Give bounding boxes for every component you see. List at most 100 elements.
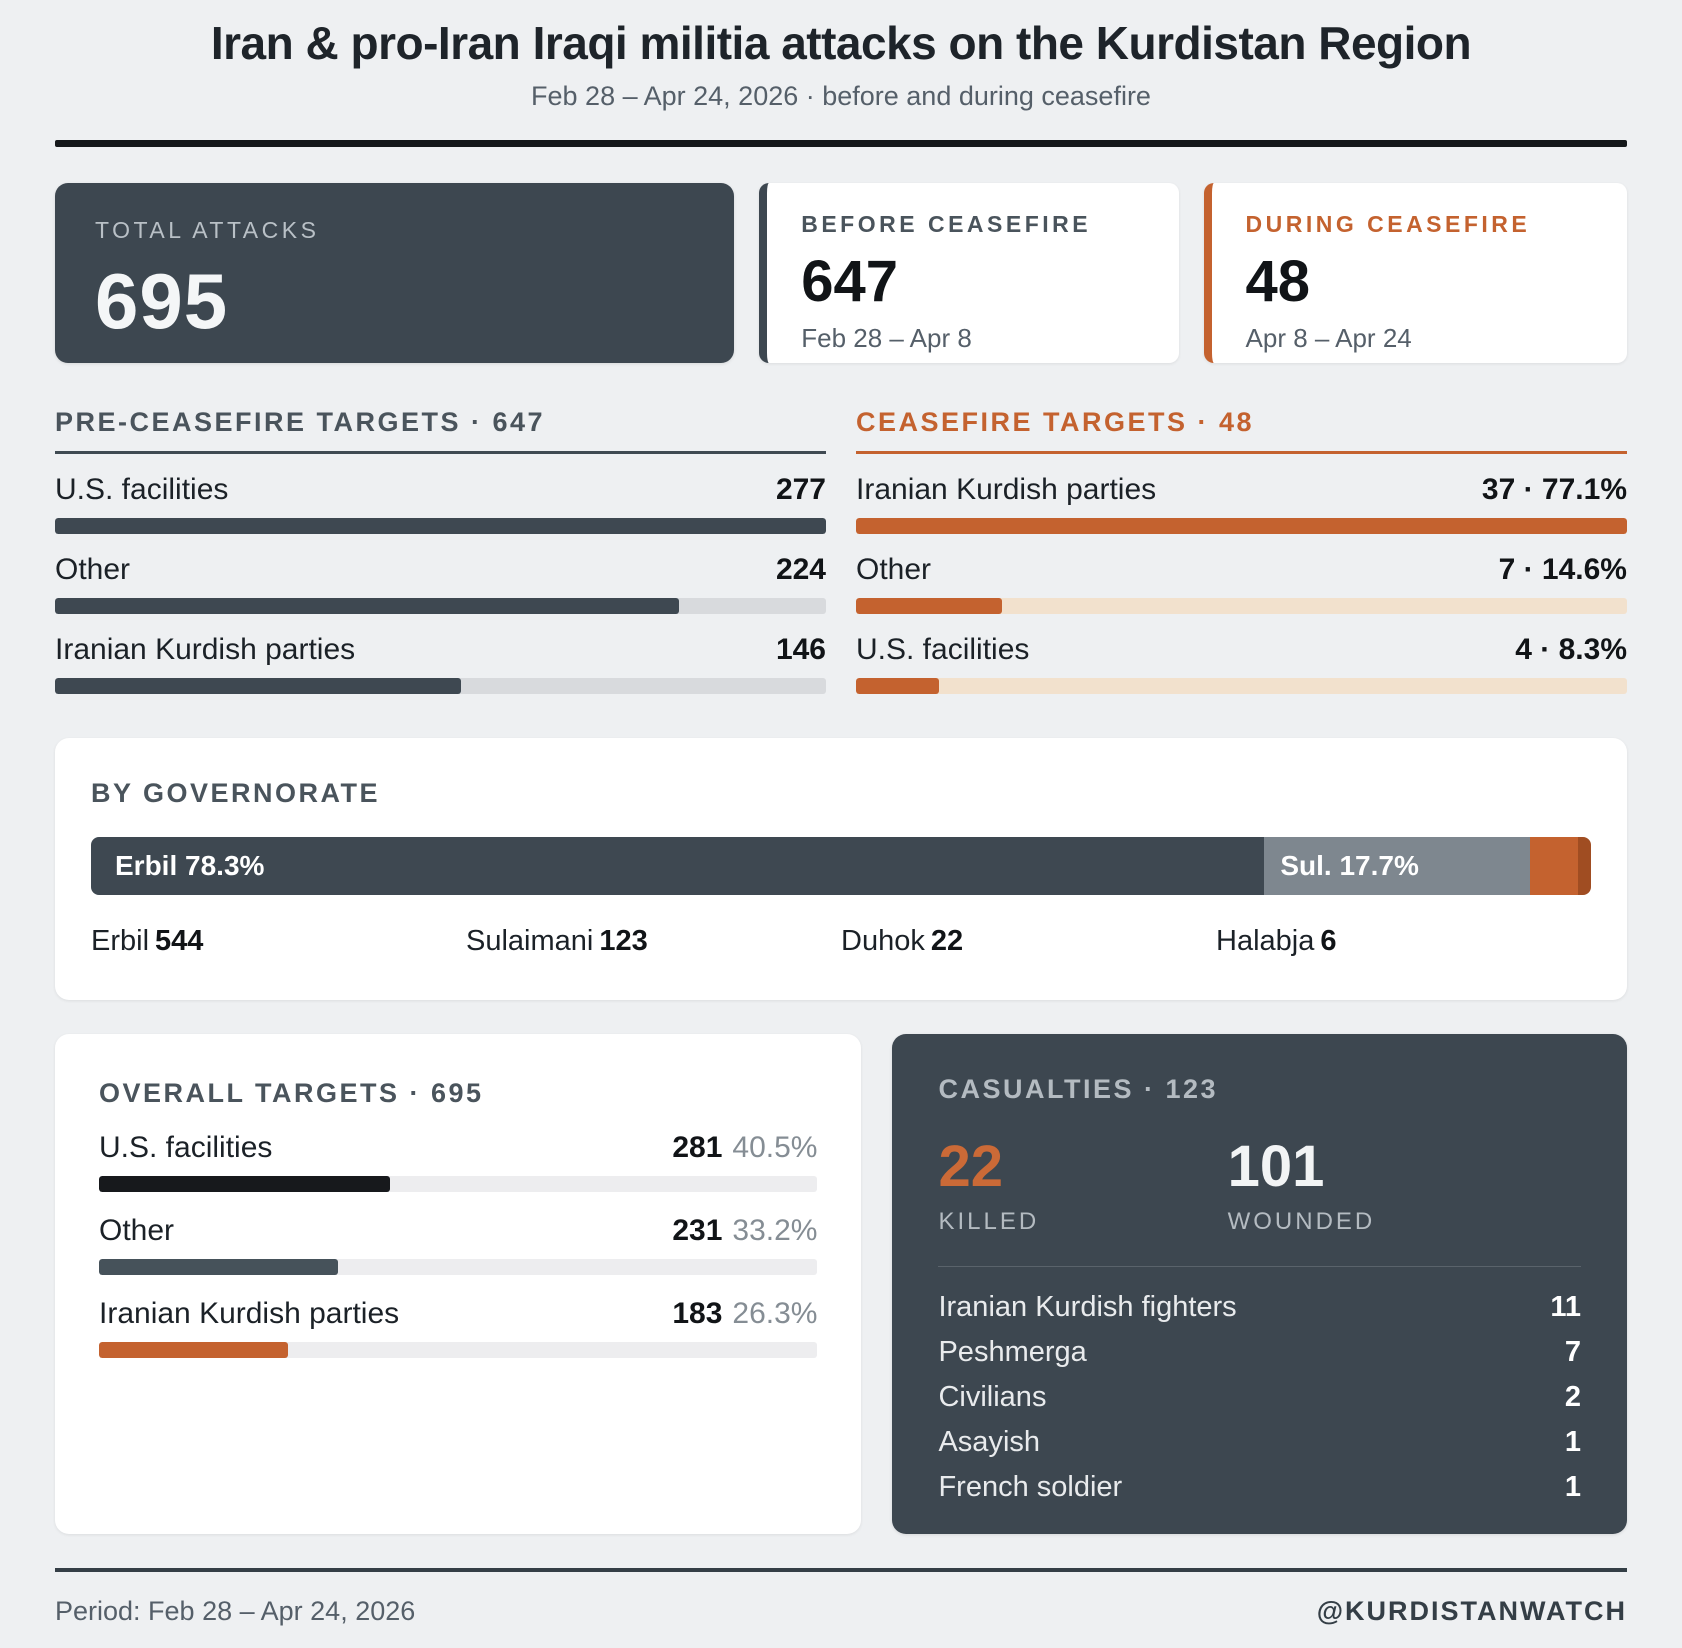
legend-name: Halabja [1216,925,1315,958]
casualties-heading: CASUALTIES · 123 [938,1074,1219,1105]
stats-row: TOTAL ATTACKS 695 BEFORE CEASEFIRE 647 F… [55,183,1627,364]
segment-label-sulaimani: Sul. 17.7% [1280,850,1419,882]
page-title: Iran & pro-Iran Iraqi militia attacks on… [210,17,1472,69]
bar-fill [99,1342,288,1359]
casualty-value: 7 [1564,1336,1581,1369]
target-percent: 33.2% [732,1214,818,1248]
ceasefire-targets-heading: CEASEFIRE TARGETS · 48 [856,407,1255,438]
bar-track [99,1176,818,1193]
bottom-section: OVERALL TARGETS · 695 U.S. facilities 28… [55,1034,1627,1535]
target-label: Iranian Kurdish parties [55,633,356,667]
wounded-label: WOUNDED [1227,1208,1376,1236]
overall-targets-heading: OVERALL TARGETS · 695 [99,1078,484,1109]
by-governorate-card: BY GOVERNORATE Erbil 78.3% Sul. 17.7% Er… [55,738,1627,1001]
casualty-row-french-soldier: French soldier 1 [938,1471,1581,1504]
target-value: 231 [672,1214,723,1248]
casualties-summary: 22 KILLED 101 WOUNDED [938,1133,1581,1236]
target-label: Other [99,1214,175,1248]
bar-fill [55,518,826,535]
bar-track [55,598,826,615]
legend-value: 544 [155,925,204,958]
by-governorate-heading: BY GOVERNORATE [91,778,381,809]
top-divider [55,140,1627,148]
total-attacks-value: 695 [95,257,229,346]
ceasefire-heading-rule [856,451,1627,455]
casualty-row-civilians: Civilians 2 [938,1381,1581,1414]
before-ceasefire-card: BEFORE CEASEFIRE 647 Feb 28 – Apr 8 [759,183,1179,364]
ceasefire-targets-column: CEASEFIRE TARGETS · 48 Iranian Kurdish p… [856,407,1627,695]
footer-credit: @KURDISTANWATCH [1316,1596,1627,1627]
segment-label-erbil: Erbil 78.3% [115,850,265,882]
target-row-other: Other 224 [55,553,826,615]
target-row-us-facilities: U.S. facilities 277 [55,473,826,535]
target-label: U.S. facilities [99,1131,273,1165]
overall-row-iranian-kurdish-parties: Iranian Kurdish parties 183 26.3% [99,1297,818,1359]
target-value: 224 [775,553,826,587]
legend-name: Sulaimani [466,925,594,958]
target-label: Iranian Kurdish parties [856,473,1157,507]
wounded-block: 101 WOUNDED [1228,1133,1581,1236]
target-value: 183 [672,1297,723,1331]
bar-fill [856,678,940,695]
bar-fill [99,1259,338,1276]
total-attacks-card: TOTAL ATTACKS 695 [55,183,735,364]
bar-track [99,1259,818,1276]
bar-track [55,518,826,535]
target-label: Other [55,553,131,587]
header: Iran & pro-Iran Iraqi militia attacks on… [55,16,1627,112]
bar-fill [856,598,1002,615]
target-row-iranian-kurdish-parties: Iranian Kurdish parties 146 [55,633,826,695]
bar-track [856,518,1627,535]
bar-fill [55,598,679,615]
target-value: 7 · 14.6% [1498,553,1627,587]
target-percent: 26.3% [732,1297,818,1331]
bar-track [55,678,826,695]
legend-value: 123 [599,925,648,958]
killed-label: KILLED [938,1208,1040,1236]
bar-fill [55,678,462,695]
target-value: 4 · 8.3% [1515,633,1627,667]
total-attacks-label: TOTAL ATTACKS [95,217,320,244]
killed-value: 22 [938,1134,1003,1200]
target-label: Iranian Kurdish parties [99,1297,400,1331]
bar-track [99,1342,818,1359]
casualty-value: 11 [1550,1291,1581,1324]
bar-track [856,598,1627,615]
target-value: 277 [775,473,826,507]
during-ceasefire-label: DURING CEASEFIRE [1245,211,1531,238]
target-label: U.S. facilities [55,473,229,507]
legend-item-sulaimani: Sulaimani 123 [466,925,841,958]
footer: Period: Feb 28 – Apr 24, 2026 @KURDISTAN… [55,1568,1627,1627]
bar-fill [856,518,1627,535]
legend-name: Erbil [91,925,150,958]
page-subtitle: Feb 28 – Apr 24, 2026 · before and durin… [531,81,1151,112]
bar-track [856,678,1627,695]
overall-row-other: Other 231 33.2% [99,1214,818,1276]
target-row-other: Other 7 · 14.6% [856,553,1627,615]
legend-name: Duhok [841,925,925,958]
pre-ceasefire-targets-heading: PRE-CEASEFIRE TARGETS · 647 [55,407,546,438]
overall-row-us-facilities: U.S. facilities 281 40.5% [99,1131,818,1193]
casualty-label: Peshmerga [938,1336,1087,1369]
during-ceasefire-value: 48 [1245,249,1311,315]
target-value: 37 · 77.1% [1481,473,1627,507]
legend-item-halabja: Halabja 6 [1216,925,1591,958]
casualty-label: Civilians [938,1381,1047,1414]
casualties-divider [938,1266,1581,1268]
target-value: 146 [775,633,826,667]
casualty-label: French soldier [938,1471,1123,1504]
governorate-segment-duhok [1529,837,1578,896]
overall-targets-card: OVERALL TARGETS · 695 U.S. facilities 28… [55,1034,862,1535]
governorate-segment-erbil: Erbil 78.3% [91,837,1265,896]
legend-item-erbil: Erbil 544 [91,925,466,958]
footer-period: Period: Feb 28 – Apr 24, 2026 [55,1596,416,1627]
pre-ceasefire-targets-column: PRE-CEASEFIRE TARGETS · 647 U.S. facilit… [55,407,826,695]
governorate-segment-halabja [1577,837,1591,896]
bar-fill [99,1176,390,1193]
casualty-row-iranian-kurdish-fighters: Iranian Kurdish fighters 11 [938,1291,1581,1324]
target-percent: 40.5% [732,1131,818,1165]
target-label: U.S. facilities [856,633,1030,667]
wounded-value: 101 [1227,1134,1325,1200]
target-value: 281 [672,1131,723,1165]
governorate-segment-sulaimani: Sul. 17.7% [1264,837,1530,896]
